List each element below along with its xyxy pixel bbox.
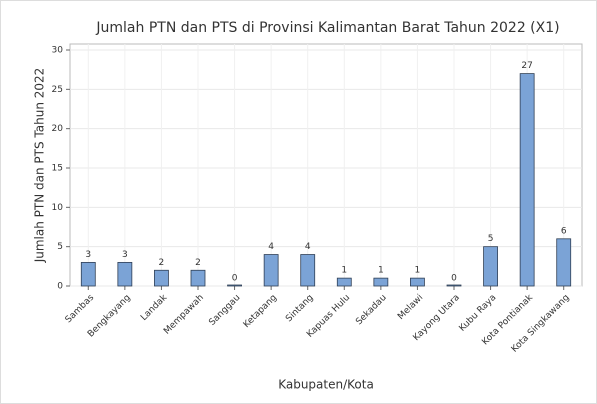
data-label: 1: [415, 266, 421, 276]
y-axis-label: Jumlah PTN dan PTS Tahun 2022: [33, 68, 47, 264]
chart-title: Jumlah PTN dan PTS di Provinsi Kalimanta…: [95, 20, 559, 36]
y-tick-label: 30: [52, 46, 64, 56]
data-label: 1: [378, 266, 384, 276]
y-tick-label: 10: [52, 203, 64, 213]
data-label: 4: [305, 242, 311, 252]
y-tick-label: 20: [52, 124, 64, 134]
y-tick-label: 0: [57, 282, 63, 292]
y-tick-label: 25: [52, 85, 63, 95]
bar: [263, 254, 279, 287]
data-label: 4: [268, 242, 274, 252]
bar: [446, 284, 462, 287]
data-label: 27: [521, 61, 532, 71]
data-label: 5: [488, 234, 494, 244]
bar: [336, 277, 352, 287]
bar: [483, 246, 498, 287]
bar: [154, 269, 169, 287]
y-tick-label: 15: [52, 164, 63, 174]
bar: [519, 73, 535, 287]
x-axis-label: Kabupaten/Kota: [278, 378, 374, 392]
data-label: 0: [232, 274, 238, 284]
data-label: 2: [159, 258, 165, 268]
bar: [190, 269, 206, 287]
bar: [227, 284, 242, 287]
bar: [373, 277, 389, 287]
bar: [80, 261, 96, 287]
plot-area: [69, 43, 583, 287]
bar: [117, 261, 133, 287]
data-label: 0: [451, 274, 457, 284]
data-label: 1: [341, 266, 347, 276]
data-label: 2: [195, 258, 201, 268]
bar: [410, 277, 425, 287]
y-tick-label: 5: [57, 242, 63, 252]
bar: [300, 254, 316, 287]
bar: [556, 238, 572, 287]
data-label: 6: [561, 226, 567, 236]
data-label: 3: [85, 250, 91, 260]
data-label: 3: [122, 250, 128, 260]
